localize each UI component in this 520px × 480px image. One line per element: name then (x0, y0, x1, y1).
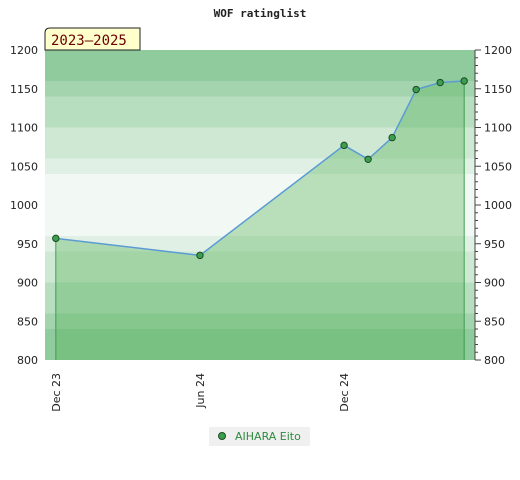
series-line-aihara-eito (55, 80, 465, 257)
background-band (45, 298, 475, 314)
chart-title: WOF ratinglist (214, 7, 307, 20)
series-area-aihara-eito (55, 81, 465, 360)
y-tick-label-right: 1200 (484, 44, 512, 57)
background-bands (45, 50, 475, 360)
y-tick-label-left: 1100 (10, 122, 38, 135)
data-points (52, 77, 468, 260)
background-band (45, 220, 475, 236)
background-band (45, 127, 475, 143)
data-point[interactable] (196, 251, 204, 260)
y-tick-label-left: 800 (17, 354, 38, 367)
background-band (45, 174, 475, 190)
x-tick-label: Dec 24 (338, 373, 351, 412)
area-layer (55, 80, 465, 360)
background-band (45, 65, 475, 81)
y-tick-label-right: 1150 (484, 83, 512, 96)
background-band (45, 143, 475, 159)
data-point[interactable] (436, 78, 444, 87)
data-point[interactable] (364, 155, 372, 163)
legend-label-aihara-eito: AIHARA Eito (235, 430, 301, 443)
data-point[interactable] (388, 133, 396, 142)
background-band (45, 50, 475, 66)
legend[interactable]: AIHARA Eito (209, 427, 310, 446)
y-tick-label-right: 1100 (484, 122, 512, 135)
y-axis-left: 800 850 900 950 1000 1050 1100 1150 1200 (10, 44, 38, 367)
x-tick-label: Jun 24 (194, 373, 207, 409)
y-tick-label-right: 900 (484, 277, 505, 290)
background-band (45, 282, 475, 298)
y-tick-label-right: 1050 (484, 160, 512, 173)
legend-marker-icon (218, 432, 226, 440)
background-band (45, 313, 475, 329)
y-tick-label-left: 1200 (10, 44, 38, 57)
y-tick-label-left: 1000 (10, 199, 38, 212)
background-band (45, 189, 475, 205)
background-band (45, 96, 475, 112)
y-tick-label-left: 1150 (10, 83, 38, 96)
data-point[interactable] (52, 234, 60, 243)
background-band (45, 112, 475, 128)
y-axis-right: 800 850 900 950 1000 1050 1100 1150 1200 (474, 44, 512, 367)
background-band (45, 205, 475, 221)
period-badge: 2023–2025 (44, 27, 141, 51)
data-point[interactable] (412, 85, 420, 94)
period-badge-box (44, 27, 141, 51)
background-band (45, 81, 475, 97)
y-tick-label-right: 1000 (484, 199, 512, 212)
y-tick-label-left: 900 (17, 277, 38, 290)
background-band (45, 267, 475, 283)
period-badge-text: 2023–2025 (51, 33, 127, 49)
x-tick-label: Dec 23 (50, 373, 63, 412)
y-tick-label-left: 950 (17, 238, 38, 251)
data-point[interactable] (340, 141, 348, 150)
y-tick-label-right: 950 (484, 238, 505, 251)
y-tick-label-right: 850 (484, 315, 505, 328)
background-band (45, 344, 475, 360)
background-band (45, 251, 475, 267)
legend-box (209, 427, 310, 446)
y-tick-label-right: 800 (484, 354, 505, 367)
data-point[interactable] (460, 77, 468, 85)
background-band (45, 236, 475, 252)
y-tick-label-left: 1050 (10, 160, 38, 173)
background-band (45, 329, 475, 345)
x-axis: Dec 23 Jun 24 Dec 24 (50, 373, 351, 412)
y-tick-label-left: 850 (17, 315, 38, 328)
